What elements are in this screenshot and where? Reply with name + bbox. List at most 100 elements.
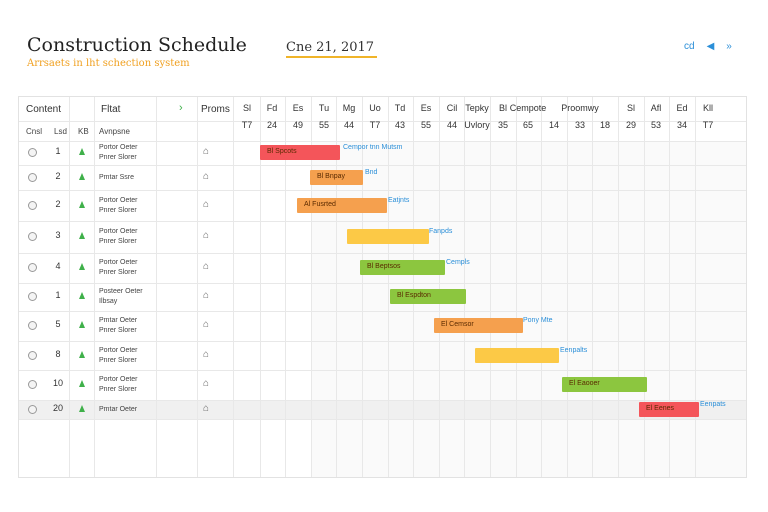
day-header-top: Es xyxy=(420,103,432,113)
day-header-top: Fd xyxy=(266,103,278,113)
row-number: 3 xyxy=(55,230,61,240)
status-triangle-icon xyxy=(79,292,85,299)
gantt-bar-label: Bl Beptsos xyxy=(367,263,401,270)
row-select-toggle[interactable] xyxy=(28,263,37,272)
gantt-bar[interactable]: Bl Espdton xyxy=(390,289,466,304)
task-name-secondary: Ilbsay xyxy=(99,298,118,305)
gantt-bar-label: El Cemsor xyxy=(441,321,474,328)
task-name-primary: Portor Oeter xyxy=(99,197,138,204)
gantt-bar[interactable]: El Eenes xyxy=(639,402,699,417)
gantt-bar-label: Bl Espdton xyxy=(397,292,431,299)
row-divider xyxy=(19,141,746,142)
header-divider xyxy=(19,121,746,122)
building-icon[interactable]: ⌂ xyxy=(203,146,210,157)
gantt-bar-label: El Eenes xyxy=(646,405,675,412)
day-divider xyxy=(260,97,261,477)
header-filter[interactable]: Fltat xyxy=(101,104,121,115)
row-select-toggle[interactable] xyxy=(28,232,37,241)
gantt-bar[interactable]: Bl Bnpay xyxy=(310,170,363,185)
row-number: 2 xyxy=(55,199,61,209)
building-icon[interactable]: ⌂ xyxy=(203,349,210,360)
gantt-bar-note: Eenpalts xyxy=(560,347,588,354)
row-number: 8 xyxy=(55,349,61,359)
column-divider xyxy=(233,97,234,477)
building-icon[interactable]: ⌂ xyxy=(203,378,210,389)
status-triangle-icon xyxy=(79,380,85,387)
task-name-secondary: Pnrer Slorer xyxy=(99,154,137,161)
column-divider xyxy=(156,97,157,477)
row-select-toggle[interactable] xyxy=(28,405,37,414)
day-divider xyxy=(618,97,619,477)
building-icon[interactable]: ⌂ xyxy=(203,199,210,210)
row-divider xyxy=(19,419,746,420)
day-header-bottom: 44 xyxy=(343,120,354,130)
column-divider xyxy=(197,97,198,477)
send-icon[interactable]: ◀ xyxy=(706,41,715,52)
task-name-primary: Pmtar Oeter xyxy=(99,406,138,413)
gantt-bar[interactable]: El Eaooer xyxy=(562,377,647,392)
task-name-primary: Portor Oeter xyxy=(99,228,138,235)
row-number: 1 xyxy=(55,146,61,156)
selected-row-band xyxy=(19,400,746,419)
gantt-bar-note: Bnd xyxy=(365,169,378,176)
day-header-bottom: 55 xyxy=(318,120,329,130)
day-header-top: Cil xyxy=(446,103,458,113)
day-divider xyxy=(567,97,568,477)
gantt-bar[interactable]: El Cemsor xyxy=(434,318,523,333)
task-name-primary: Pmtar Ssre xyxy=(99,174,135,181)
building-icon[interactable]: ⌂ xyxy=(203,261,210,272)
day-header-bottom: 44 xyxy=(446,120,457,130)
app-header: Construction Schedule Arrsaets in lht sc… xyxy=(0,0,768,96)
header-proms: Proms xyxy=(201,104,230,115)
day-header-top: Tu xyxy=(318,103,330,113)
day-divider xyxy=(592,97,593,477)
building-icon[interactable]: ⌂ xyxy=(203,230,210,241)
cd-icon[interactable]: cd xyxy=(684,41,695,52)
day-header-bottom: T7 xyxy=(702,120,714,130)
day-divider xyxy=(516,97,517,477)
row-select-toggle[interactable] xyxy=(28,201,37,210)
schedule-grid: Content Fltat › Proms Cnsl Lsd KB Avnpsn… xyxy=(18,96,747,478)
building-icon[interactable]: ⌂ xyxy=(203,319,210,330)
column-divider xyxy=(94,97,95,477)
gantt-bar[interactable]: Bl Spcots xyxy=(260,145,340,160)
gantt-bar[interactable] xyxy=(347,229,429,244)
row-select-toggle[interactable] xyxy=(28,292,37,301)
building-icon[interactable]: ⌂ xyxy=(203,290,210,301)
row-select-toggle[interactable] xyxy=(28,380,37,389)
row-divider xyxy=(19,370,746,371)
gantt-bar-label: El Eaooer xyxy=(569,380,600,387)
building-icon[interactable]: ⌂ xyxy=(203,171,210,182)
day-divider xyxy=(336,97,337,477)
row-select-toggle[interactable] xyxy=(28,148,37,157)
day-divider xyxy=(644,97,645,477)
gantt-bar[interactable] xyxy=(475,348,559,363)
gantt-bar-note: Pony Mte xyxy=(523,317,553,324)
forward-icon[interactable]: » xyxy=(726,41,732,52)
gantt-bar-label: Al Fusrted xyxy=(304,201,336,208)
task-name-secondary: Pnrer Slorer xyxy=(99,207,137,214)
gantt-bar-note: Eenpats xyxy=(700,401,726,408)
day-header-bottom: 43 xyxy=(394,120,405,130)
day-divider xyxy=(413,97,414,477)
building-icon[interactable]: ⌂ xyxy=(203,403,210,414)
row-select-toggle[interactable] xyxy=(28,321,37,330)
row-select-toggle[interactable] xyxy=(28,173,37,182)
column-divider xyxy=(69,97,70,477)
gantt-bar-label: Bl Bnpay xyxy=(317,173,346,180)
subheader-col3: KB xyxy=(78,127,89,136)
day-header-bottom: 33 xyxy=(574,120,585,130)
row-select-toggle[interactable] xyxy=(28,351,37,360)
date-field[interactable]: Cne 21, 2017 xyxy=(286,40,375,55)
subheader-col4: Avnpsne xyxy=(99,127,130,136)
gantt-bar[interactable]: Al Fusrted xyxy=(297,198,387,213)
status-triangle-icon xyxy=(79,263,85,270)
status-triangle-icon xyxy=(79,173,85,180)
expand-chevron-icon[interactable]: › xyxy=(179,102,183,114)
day-header-top: Bl xyxy=(498,103,507,113)
day-header-top: Sl xyxy=(626,103,635,113)
gantt-bar[interactable]: Bl Beptsos xyxy=(360,260,445,275)
task-name-primary: Posteer Oeter xyxy=(99,288,143,295)
row-divider xyxy=(19,190,746,191)
task-name-secondary: Pnrer Slorer xyxy=(99,357,137,364)
